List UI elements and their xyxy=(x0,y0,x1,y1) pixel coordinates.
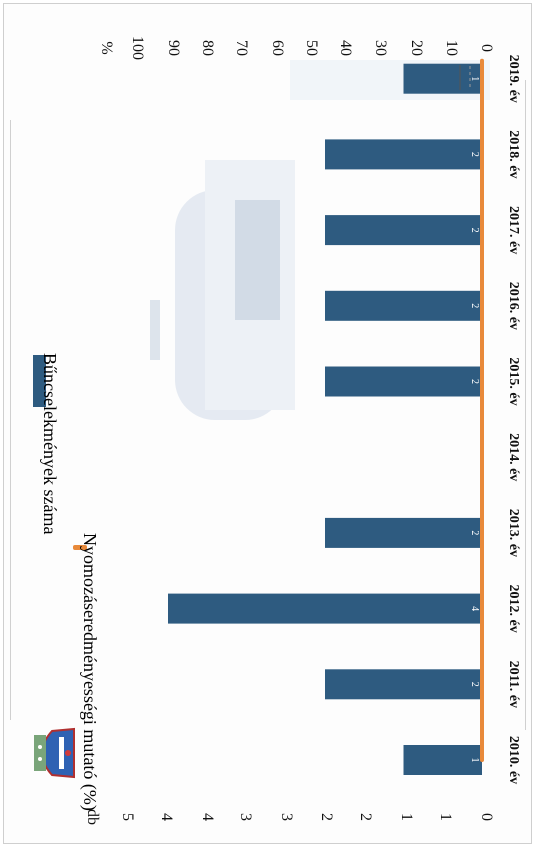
bar xyxy=(403,63,482,94)
right-axis-tick-label: 70 xyxy=(233,40,250,56)
right-axis-tick-label: 100 xyxy=(129,36,146,60)
left-axis-tick-label: 0 xyxy=(478,813,495,821)
left-axis-tick-label: 3 xyxy=(237,813,254,821)
bar-data-label: 4 xyxy=(469,606,480,611)
category-tick-label: 2018. év xyxy=(506,130,521,178)
left-axis-tick-label: 2 xyxy=(318,813,335,821)
bar-data-label: 2 xyxy=(469,379,480,384)
bar-data-label: 2 xyxy=(469,228,480,233)
police-emblem-icon xyxy=(34,727,75,779)
legend: Bűncselekmények száma Nyomozáseredményes… xyxy=(33,353,100,811)
category-tick-label: 2017. év xyxy=(506,206,521,254)
legend-label-line: Nyomozáseredményességi mutató (%) xyxy=(79,533,100,811)
bar-data-label: 1 xyxy=(469,758,480,763)
left-axis-unit: db xyxy=(84,809,101,825)
bar xyxy=(325,139,482,170)
category-tick-label: 2010. év xyxy=(506,736,521,784)
category-tick-label: 2011. év xyxy=(506,661,521,708)
bar xyxy=(325,215,482,246)
category-tick-label: 2013. év xyxy=(506,509,521,557)
right-axis-tick-label: 30 xyxy=(372,40,389,56)
right-axis-tick-label: 20 xyxy=(408,40,425,56)
right-axis-tick-label: 10 xyxy=(443,40,460,56)
percent-axis xyxy=(459,65,471,90)
right-axis-tick-label: 90 xyxy=(165,40,182,56)
right-axis-tick-label: 0 xyxy=(478,44,495,52)
right-axis-tick-label: 60 xyxy=(269,40,286,56)
bars-layer: 1 2 4 2 2 2 2 2 1 xyxy=(168,63,482,775)
watermark-image xyxy=(150,60,490,420)
bar xyxy=(403,745,482,775)
category-tick-label: 2015. év xyxy=(506,357,521,405)
right-axis-unit: % xyxy=(98,41,115,54)
legend-label-bar: Bűncselekmények száma xyxy=(40,353,60,534)
left-axis-tick-label: 2 xyxy=(357,813,374,821)
right-axis-tick-label: 80 xyxy=(199,40,216,56)
left-axis-tick-label: 4 xyxy=(158,813,175,821)
bar-data-label: 2 xyxy=(469,303,480,308)
scan-line-left xyxy=(10,120,11,720)
category-tick-label: 2019. év xyxy=(506,55,521,103)
bar xyxy=(325,366,482,397)
category-tick-label: 2016. év xyxy=(506,282,521,330)
category-axis: 2010. év 2011. év 2012. év 2013. év 2014. év… xyxy=(506,55,521,785)
bar xyxy=(325,517,482,548)
right-axis-tick-label: 40 xyxy=(337,40,354,56)
left-axis-tick-label: 3 xyxy=(278,813,295,821)
right-axis-tick-label: 50 xyxy=(303,40,320,56)
bar-data-label: 2 xyxy=(469,682,480,687)
bar-data-label: 1 xyxy=(469,76,480,81)
left-axis: 0 1 1 2 2 3 3 4 4 5 db xyxy=(84,809,495,825)
legend-swatch-bar xyxy=(33,355,46,407)
bar xyxy=(168,593,482,624)
left-axis-tick-label: 4 xyxy=(199,813,216,821)
left-axis-tick-label: 1 xyxy=(398,813,415,821)
left-axis-tick-label: 1 xyxy=(437,813,454,821)
bar xyxy=(325,669,482,700)
right-axis: 0 10 20 30 40 50 60 70 80 90 100% xyxy=(98,36,495,60)
legend-swatch-line xyxy=(73,545,87,550)
scan-line-right xyxy=(525,80,526,730)
bar xyxy=(325,290,482,321)
bar-data-label: 2 xyxy=(469,152,480,157)
bar-data-label: 2 xyxy=(469,530,480,535)
category-tick-label: 2014. év xyxy=(506,433,521,481)
left-axis-tick-label: 5 xyxy=(119,813,136,821)
category-tick-label: 2012. év xyxy=(506,584,521,632)
